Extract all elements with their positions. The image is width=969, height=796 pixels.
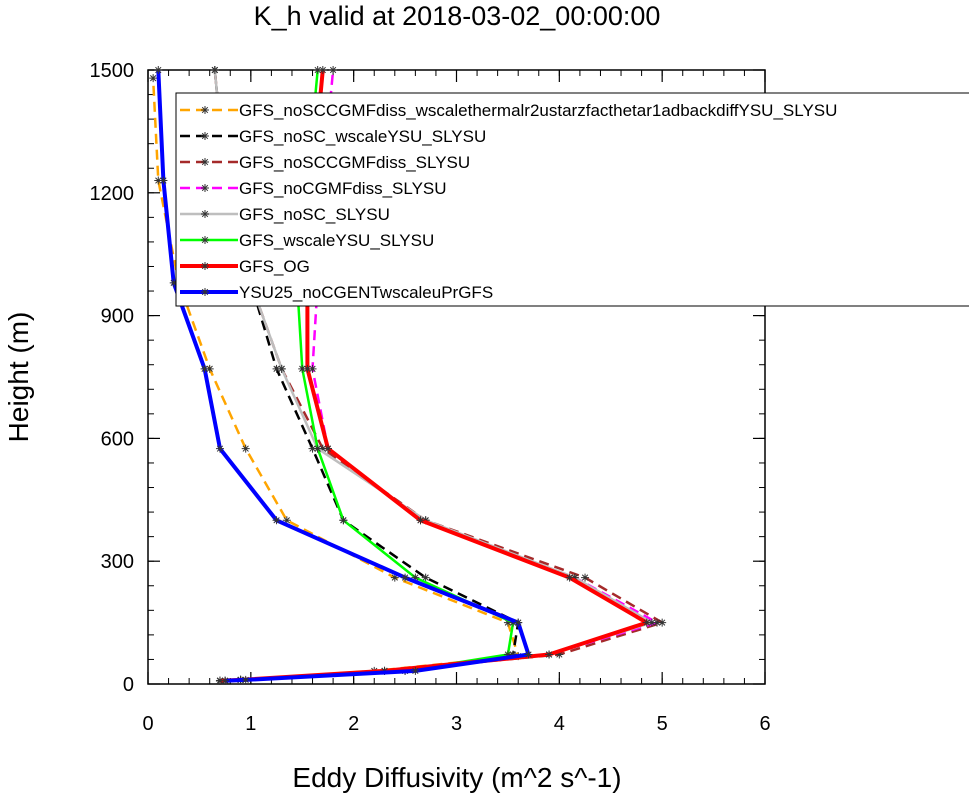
legend-marker bbox=[201, 288, 209, 296]
data-point-marker bbox=[169, 278, 178, 287]
y-axis-label: Height (m) bbox=[3, 312, 34, 443]
legend-marker bbox=[201, 106, 209, 114]
legend-marker bbox=[201, 158, 209, 166]
x-tick-label: 3 bbox=[451, 713, 462, 735]
data-point-marker bbox=[658, 618, 667, 627]
legend-item: GFS_noSC_wscaleYSU_SLYSU bbox=[180, 127, 486, 146]
y-tick-label: 300 bbox=[101, 551, 134, 573]
legend-item: YSU25_noCGENTwscaleuPrGFS bbox=[180, 283, 493, 302]
legend-label: GFS_wscaleYSU_SLYSU bbox=[239, 231, 434, 250]
x-tick-label: 6 bbox=[759, 713, 770, 735]
data-point-marker bbox=[308, 364, 317, 373]
data-point-marker bbox=[339, 516, 348, 525]
legend-label: GFS_noSCCGMFdiss_wscalethermalr2ustarzfa… bbox=[239, 101, 837, 120]
legend-label: GFS_noSCCGMFdiss_SLYSU bbox=[239, 153, 470, 172]
series-7 bbox=[154, 66, 533, 685]
data-point-marker bbox=[154, 66, 163, 74]
data-point-marker bbox=[205, 364, 214, 373]
data-point-marker bbox=[272, 516, 281, 525]
data-point-marker bbox=[411, 573, 420, 582]
data-point-marker bbox=[303, 364, 312, 373]
y-tick-label: 0 bbox=[123, 674, 134, 696]
data-point-marker bbox=[581, 573, 590, 582]
legend-item: GFS_OG bbox=[180, 257, 310, 276]
legend-item: GFS_noSCCGMFdiss_wscalethermalr2ustarzfa… bbox=[180, 101, 837, 120]
data-point-marker bbox=[159, 176, 168, 185]
x-tick-label: 4 bbox=[554, 713, 565, 735]
x-tick-label: 0 bbox=[142, 713, 153, 735]
data-point-marker bbox=[565, 573, 574, 582]
data-point-marker bbox=[221, 676, 230, 685]
data-point-marker bbox=[308, 444, 317, 453]
legend: GFS_noSCCGMFdiss_wscalethermalr2ustarzfa… bbox=[175, 92, 969, 307]
x-tick-label: 1 bbox=[245, 713, 256, 735]
data-point-marker bbox=[647, 618, 656, 627]
chart-title: K_h valid at 2018-03-02_00:00:00 bbox=[254, 1, 661, 31]
legend-marker bbox=[201, 262, 209, 270]
data-point-marker bbox=[524, 650, 533, 659]
data-point-marker bbox=[416, 516, 425, 525]
data-point-marker bbox=[241, 444, 250, 453]
legend-item: GFS_noSCCGMFdiss_SLYSU bbox=[180, 153, 470, 172]
legend-label: GFS_noSC_wscaleYSU_SLYSU bbox=[239, 127, 486, 146]
data-point-marker bbox=[210, 66, 219, 74]
data-point-marker bbox=[642, 618, 651, 627]
y-tick-label: 1500 bbox=[90, 60, 135, 82]
data-point-marker bbox=[555, 650, 564, 659]
legend-marker bbox=[201, 132, 209, 140]
data-point-marker bbox=[298, 364, 307, 373]
data-point-marker bbox=[323, 444, 332, 453]
series-line bbox=[156, 69, 531, 683]
data-point-marker bbox=[313, 66, 322, 74]
data-point-marker bbox=[503, 618, 512, 627]
legend-item: GFS_noCGMFdiss_SLYSU bbox=[180, 179, 447, 198]
data-point-marker bbox=[277, 364, 286, 373]
data-point-marker bbox=[514, 618, 523, 627]
y-tick-label: 1200 bbox=[90, 183, 135, 205]
data-point-marker bbox=[215, 444, 224, 453]
x-tick-label: 5 bbox=[657, 713, 668, 735]
data-point-marker bbox=[401, 573, 410, 582]
legend-item: GFS_noSC_SLYSU bbox=[180, 205, 390, 224]
data-point-marker bbox=[318, 444, 327, 453]
data-point-marker bbox=[313, 444, 322, 453]
data-point-marker bbox=[421, 573, 430, 582]
legend-marker bbox=[201, 236, 209, 244]
legend-item: GFS_wscaleYSU_SLYSU bbox=[180, 231, 434, 250]
data-point-marker bbox=[154, 176, 163, 185]
data-point-marker bbox=[509, 650, 518, 659]
legend-marker bbox=[201, 184, 209, 192]
data-point-marker bbox=[503, 650, 512, 659]
data-point-marker bbox=[215, 676, 224, 685]
data-point-marker bbox=[272, 364, 281, 373]
legend-label: GFS_noSC_SLYSU bbox=[239, 205, 390, 224]
data-point-marker bbox=[329, 66, 338, 74]
legend-marker bbox=[201, 210, 209, 218]
data-point-marker bbox=[570, 573, 579, 582]
legend-label: GFS_OG bbox=[239, 257, 310, 276]
data-point-marker bbox=[318, 66, 327, 74]
data-point-marker bbox=[149, 74, 158, 83]
x-axis-label: Eddy Diffusivity (m^2 s^-1) bbox=[292, 762, 621, 793]
data-point-marker bbox=[282, 516, 291, 525]
y-tick-label: 900 bbox=[101, 306, 134, 328]
data-point-marker bbox=[545, 650, 554, 659]
legend-label: YSU25_noCGENTwscaleuPrGFS bbox=[239, 283, 493, 302]
x-tick-label: 2 bbox=[348, 713, 359, 735]
legend-label: GFS_noCGMFdiss_SLYSU bbox=[239, 179, 447, 198]
data-point-marker bbox=[411, 666, 420, 675]
data-point-marker bbox=[653, 618, 662, 627]
data-point-marker bbox=[200, 364, 209, 373]
data-point-marker bbox=[390, 573, 399, 582]
legend-box bbox=[175, 92, 969, 307]
data-point-marker bbox=[241, 675, 250, 684]
y-tick-label: 600 bbox=[101, 428, 134, 450]
